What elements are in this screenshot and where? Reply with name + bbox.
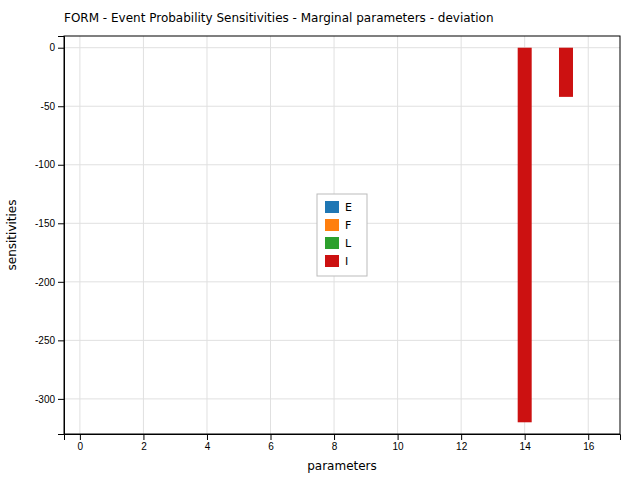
y-tick: -250 (35, 335, 64, 346)
x-tick-label: 6 (268, 441, 274, 452)
legend-item: E (325, 201, 352, 214)
grid-line-x (461, 36, 462, 434)
x-tick-mark (398, 434, 399, 440)
x-tick-label: 2 (141, 441, 147, 452)
x-tick-mark (143, 434, 144, 440)
y-tick-label: 0 (49, 42, 55, 53)
grid-line-x (270, 36, 271, 434)
x-tick: 14 (520, 434, 532, 452)
x-tick-mark (334, 434, 335, 440)
y-tick: -150 (35, 218, 64, 229)
x-tick-label: 10 (393, 441, 405, 452)
x-tick: 4 (205, 434, 211, 452)
legend-item: I (325, 255, 348, 268)
legend-swatch (325, 255, 339, 267)
y-tick-label: -200 (35, 277, 55, 288)
x-tick-mark (525, 434, 526, 440)
y-tick-label: -250 (35, 335, 55, 346)
x-tick-label: 16 (583, 441, 595, 452)
legend-swatch (325, 219, 339, 231)
y-tick: -100 (35, 159, 64, 170)
y-tick-label: -100 (35, 159, 55, 170)
y-tick: 0 (49, 42, 64, 53)
x-tick: 0 (78, 434, 84, 452)
x-tick-mark (588, 434, 589, 440)
grid-line-y (64, 47, 620, 48)
grid-line-x (397, 36, 398, 434)
title: FORM - Event Probability Sensitivities -… (64, 11, 494, 25)
x-tick: 10 (393, 434, 405, 452)
grid-line-x (588, 36, 589, 434)
grid-line-y (64, 164, 620, 165)
grid-line-x (206, 36, 207, 434)
x-tick-label: 0 (78, 441, 84, 452)
legend-label: E (345, 201, 352, 214)
x-tick-mark (271, 434, 272, 440)
grid-line-y (64, 281, 620, 282)
grid (64, 36, 620, 434)
plot: 0 2 4 6 8 10 12 14 16 0 -50 -100 -150 -200 -250 -300 EFL… (35, 36, 621, 452)
legend-swatch (325, 237, 339, 249)
bars (518, 48, 573, 423)
y-tick-mark (58, 106, 64, 107)
legend-label: L (345, 237, 352, 250)
x-tick-mark (207, 434, 208, 440)
y-tick: -50 (41, 101, 64, 112)
legend-label: F (345, 219, 351, 232)
y-tick-mark (58, 282, 64, 283)
bar (518, 48, 532, 423)
y-tick-label: -50 (41, 101, 56, 112)
x-tick: 2 (141, 434, 147, 452)
grid-line-y (64, 106, 620, 107)
legend-item: L (325, 237, 352, 250)
y-tick: -200 (35, 277, 64, 288)
legend-label: I (345, 255, 348, 268)
bar (559, 48, 573, 97)
legend-item: F (325, 219, 351, 232)
grid-line-x (79, 36, 80, 434)
x-tick-label: 14 (520, 441, 532, 452)
x-tick: 6 (268, 434, 274, 452)
y-axis-line (58, 37, 65, 435)
legend-box (317, 194, 367, 276)
chart: 0 2 4 6 8 10 12 14 16 0 -50 -100 -150 -200 -250 -300 EFL… (0, 0, 640, 480)
y-tick-mark (58, 48, 64, 49)
x-tick-label: 4 (205, 441, 211, 452)
y-axis-title: sensitivities (5, 200, 19, 271)
legend-swatch (325, 201, 339, 213)
grid-line-x (143, 36, 144, 434)
x-tick: 8 (332, 434, 338, 452)
grid-line-y (64, 398, 620, 399)
y-tick-mark (58, 399, 64, 400)
x-tick-label: 8 (332, 441, 338, 452)
y-tick: -300 (35, 394, 64, 405)
y-tick-mark (58, 340, 64, 341)
x-tick-mark (80, 434, 81, 440)
x-axis: 0 2 4 6 8 10 12 14 16 (65, 434, 621, 452)
y-tick-mark (58, 165, 64, 166)
x-axis-title: parameters (307, 459, 377, 473)
y-tick-label: -150 (35, 218, 55, 229)
x-tick: 16 (583, 434, 595, 452)
x-tick-mark (461, 434, 462, 440)
grid-line-y (64, 340, 620, 341)
plot-frame (64, 36, 620, 434)
y-axis: 0 -50 -100 -150 -200 -250 -300 (35, 37, 65, 435)
x-tick: 12 (456, 434, 468, 452)
y-tick-mark (58, 223, 64, 224)
x-tick-label: 12 (456, 441, 468, 452)
y-tick-label: -300 (35, 394, 55, 405)
x-axis-line (65, 435, 621, 441)
legend: EFLI (317, 194, 367, 276)
